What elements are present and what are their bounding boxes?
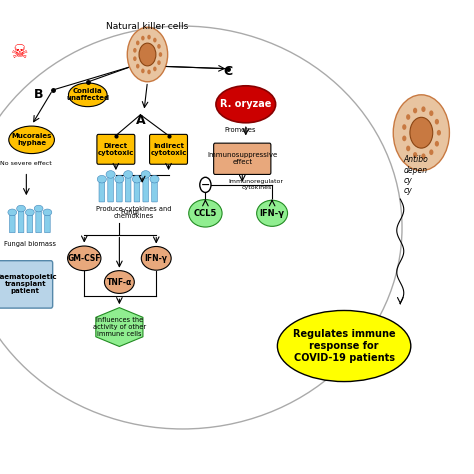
Ellipse shape [435, 119, 439, 125]
Ellipse shape [136, 40, 139, 45]
FancyBboxPatch shape [214, 143, 271, 174]
Ellipse shape [150, 175, 159, 183]
Ellipse shape [68, 83, 107, 107]
Text: Haematopoietic
transplant
patient: Haematopoietic transplant patient [0, 274, 56, 294]
FancyBboxPatch shape [134, 182, 140, 202]
Ellipse shape [216, 86, 275, 123]
Ellipse shape [8, 209, 17, 216]
Ellipse shape [9, 126, 55, 154]
Ellipse shape [97, 175, 106, 183]
Text: Influences the
activity of other
immune cells: Influences the activity of other immune … [93, 317, 146, 337]
FancyBboxPatch shape [27, 215, 33, 233]
Ellipse shape [437, 130, 441, 136]
Text: Produce cytokines and
chemokines: Produce cytokines and chemokines [96, 206, 171, 219]
FancyBboxPatch shape [9, 215, 15, 233]
Ellipse shape [141, 246, 171, 270]
Ellipse shape [139, 43, 156, 66]
Ellipse shape [104, 271, 134, 293]
Ellipse shape [115, 175, 124, 183]
Ellipse shape [406, 146, 410, 151]
Ellipse shape [147, 70, 151, 74]
Text: Indirect
cytotoxic: Indirect cytotoxic [150, 143, 187, 156]
FancyBboxPatch shape [143, 177, 148, 202]
FancyBboxPatch shape [97, 135, 135, 164]
FancyBboxPatch shape [99, 182, 105, 202]
Ellipse shape [141, 69, 145, 73]
Text: IFN-γ: IFN-γ [145, 254, 168, 263]
Text: Direct
cytotoxic: Direct cytotoxic [98, 143, 134, 156]
Ellipse shape [26, 209, 34, 216]
FancyBboxPatch shape [152, 182, 157, 202]
Ellipse shape [406, 114, 410, 120]
Text: Natural killer cells: Natural killer cells [106, 22, 189, 30]
Text: Antibo
depen
cy
cy: Antibo depen cy cy [404, 155, 428, 195]
FancyBboxPatch shape [150, 135, 188, 164]
Ellipse shape [147, 35, 151, 39]
Text: Immunosuppressive
effect: Immunosuppressive effect [207, 152, 277, 165]
Ellipse shape [200, 177, 211, 192]
Text: C: C [224, 64, 233, 78]
Ellipse shape [141, 171, 150, 178]
Text: Promotes: Promotes [225, 128, 256, 133]
Ellipse shape [141, 36, 145, 40]
Ellipse shape [413, 152, 417, 158]
Ellipse shape [132, 175, 142, 183]
Text: Mucorales
hyphae: Mucorales hyphae [11, 133, 52, 146]
Ellipse shape [157, 60, 161, 65]
Ellipse shape [410, 117, 433, 148]
Ellipse shape [157, 44, 161, 49]
Text: No severe effect: No severe effect [0, 161, 52, 166]
Ellipse shape [435, 141, 439, 146]
Ellipse shape [17, 205, 26, 212]
Ellipse shape [256, 200, 288, 226]
Text: Immunoregulator
cytokines: Immunoregulator cytokines [229, 180, 284, 190]
Ellipse shape [402, 136, 406, 141]
Text: CCL5: CCL5 [194, 209, 217, 218]
Text: ☠: ☠ [10, 43, 28, 62]
FancyBboxPatch shape [18, 211, 24, 233]
FancyBboxPatch shape [125, 177, 131, 202]
Polygon shape [96, 308, 143, 346]
Text: B: B [34, 88, 44, 101]
FancyBboxPatch shape [36, 211, 41, 233]
Text: IFN-γ: IFN-γ [260, 209, 284, 218]
FancyBboxPatch shape [117, 182, 122, 202]
Ellipse shape [106, 171, 115, 178]
Ellipse shape [402, 124, 406, 130]
Text: Fungi: Fungi [120, 209, 139, 215]
Text: Regulates immune
response for
COVID-19 patients: Regulates immune response for COVID-19 p… [293, 329, 395, 363]
Text: Fungal biomass: Fungal biomass [4, 241, 56, 247]
Ellipse shape [153, 38, 156, 43]
Ellipse shape [43, 209, 52, 216]
Ellipse shape [133, 48, 137, 53]
Ellipse shape [393, 95, 449, 171]
Ellipse shape [189, 200, 222, 227]
Ellipse shape [429, 149, 433, 155]
Text: A: A [136, 114, 145, 128]
Ellipse shape [68, 246, 101, 271]
Ellipse shape [277, 310, 411, 382]
Text: GM-CSF: GM-CSF [67, 254, 101, 263]
Text: R. oryzae: R. oryzae [220, 99, 272, 109]
Ellipse shape [421, 154, 426, 159]
Ellipse shape [128, 27, 168, 82]
FancyBboxPatch shape [0, 261, 53, 308]
Ellipse shape [421, 106, 426, 112]
Ellipse shape [429, 110, 433, 116]
Ellipse shape [133, 56, 137, 61]
Ellipse shape [34, 205, 43, 212]
Ellipse shape [413, 108, 417, 113]
Text: −: − [201, 180, 210, 190]
Ellipse shape [159, 52, 162, 57]
Ellipse shape [136, 64, 139, 69]
Ellipse shape [124, 171, 133, 178]
FancyBboxPatch shape [45, 215, 50, 233]
Text: Conidia
unaffected: Conidia unaffected [66, 88, 109, 101]
FancyBboxPatch shape [108, 177, 113, 202]
Ellipse shape [153, 66, 156, 71]
Text: TNF-α: TNF-α [107, 278, 132, 286]
